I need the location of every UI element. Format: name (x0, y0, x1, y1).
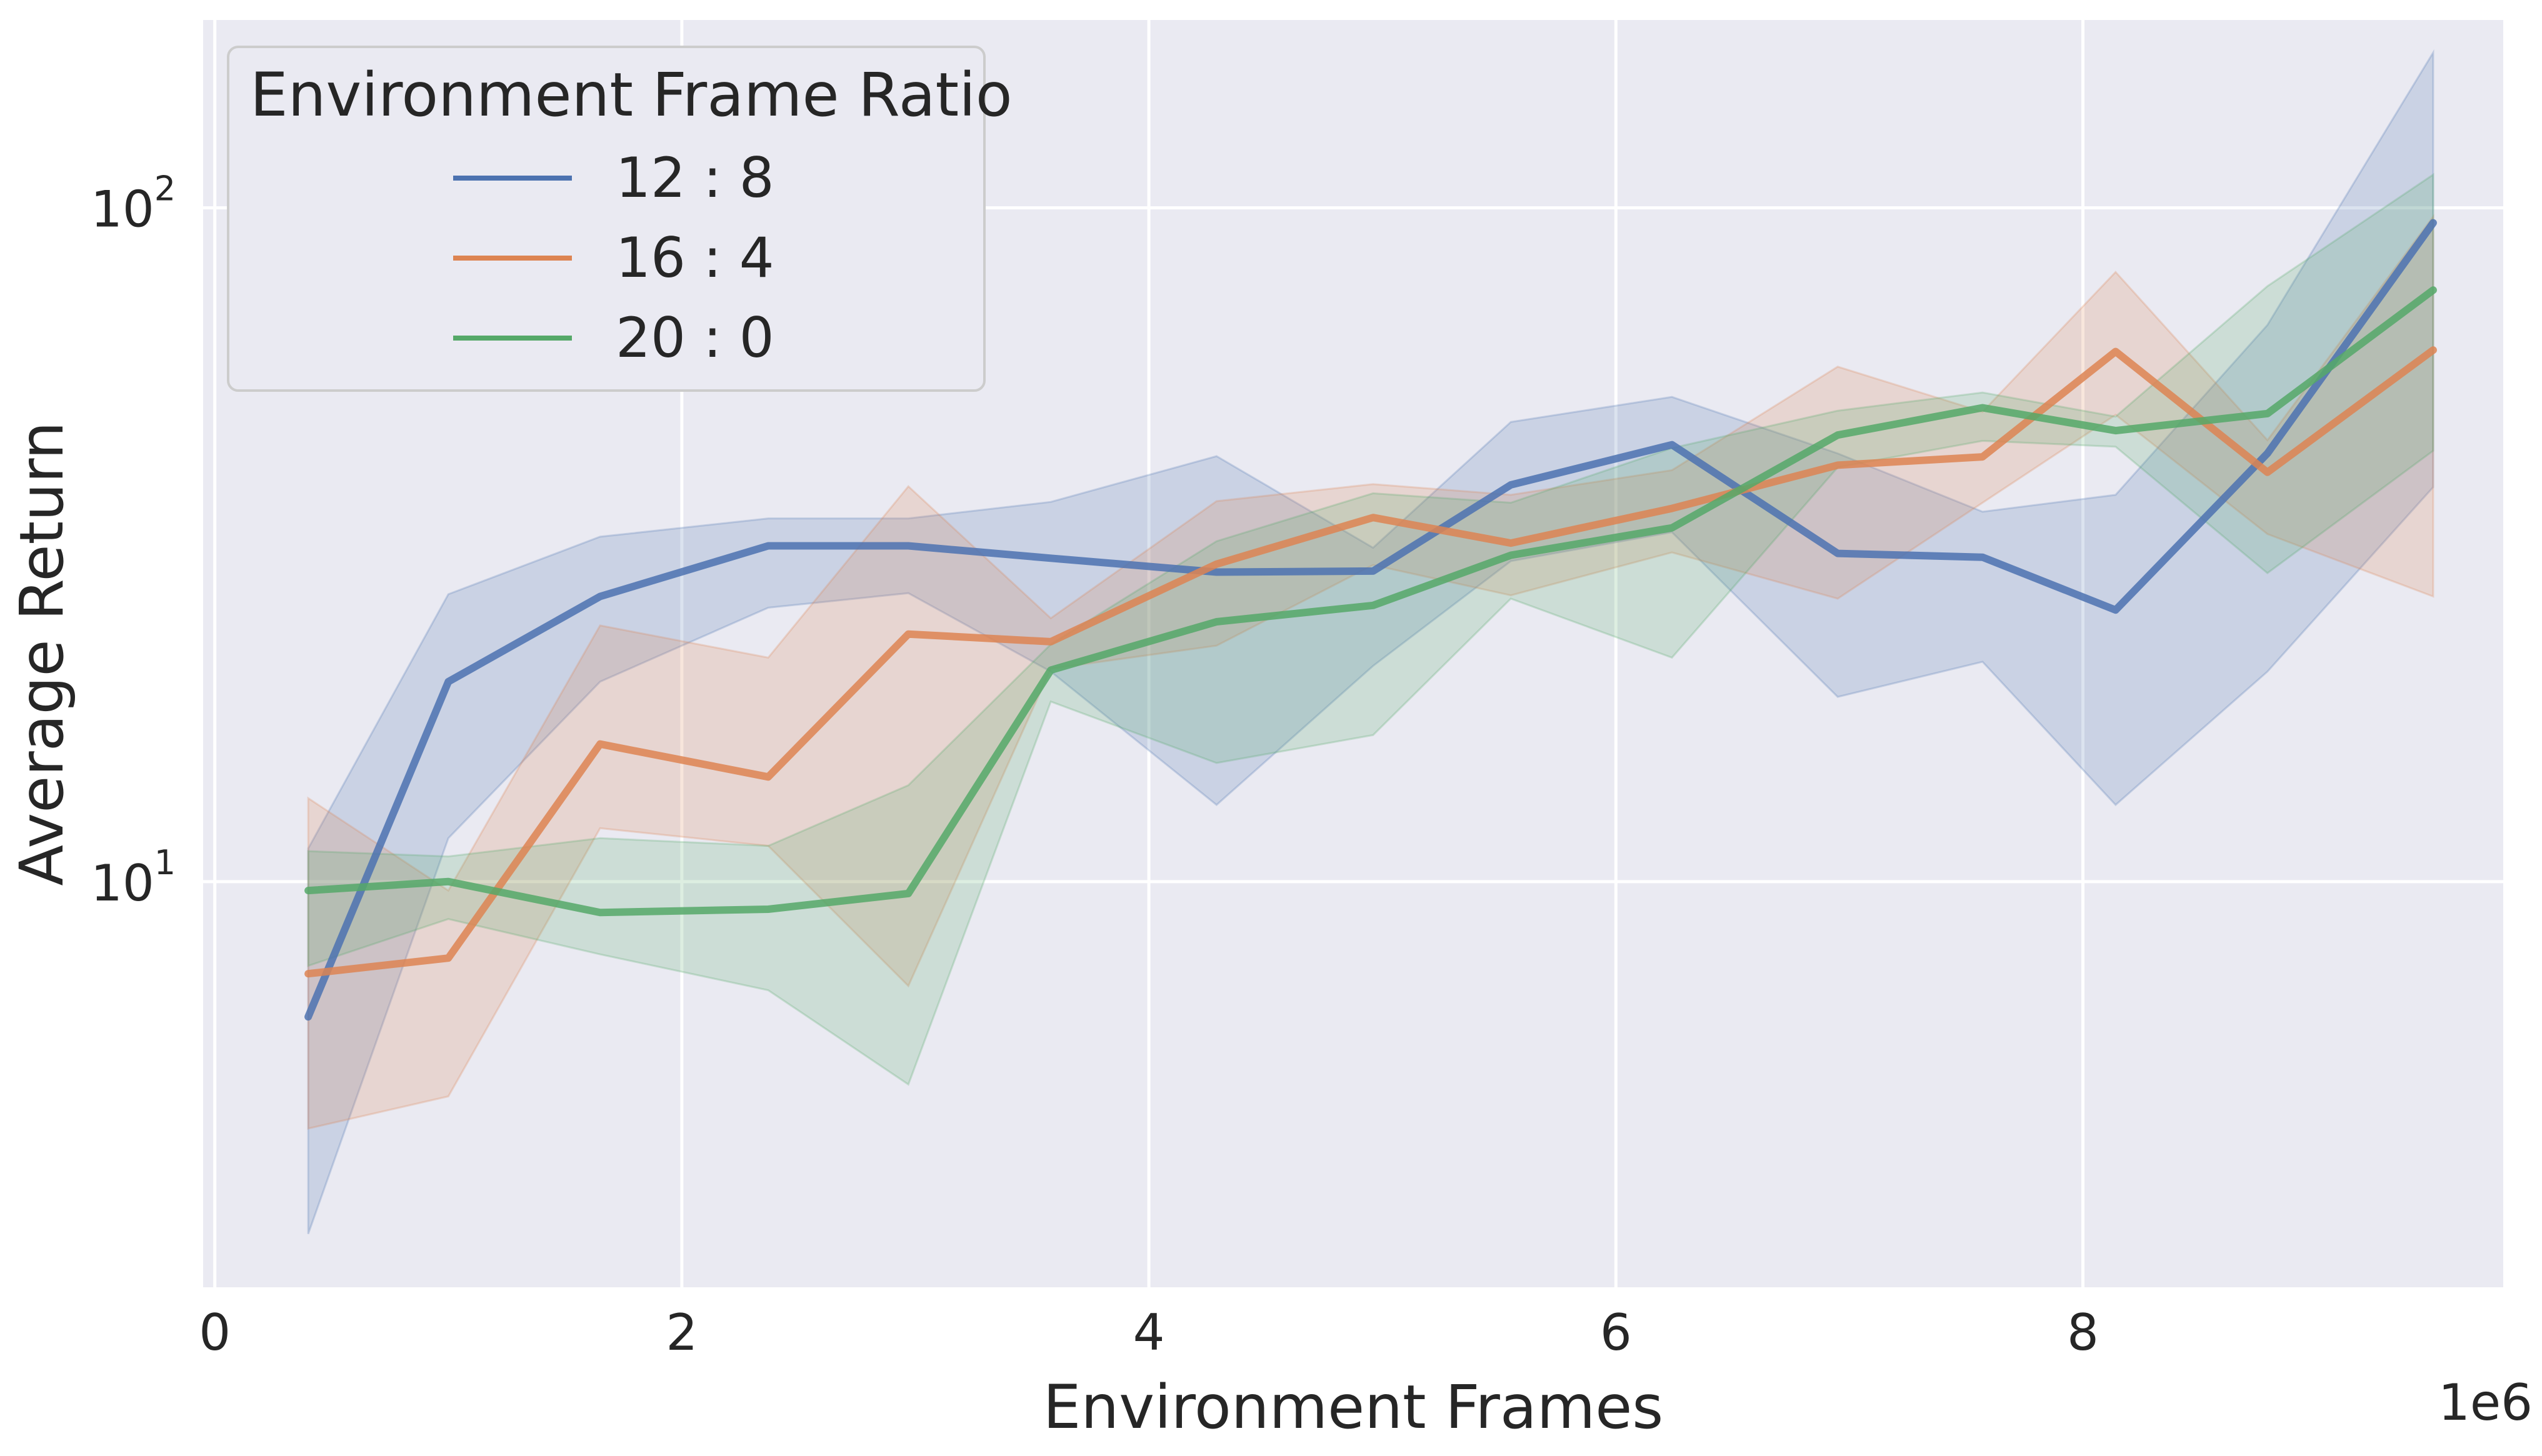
y-axis-label: Average Return (7, 421, 77, 885)
x-tick-labels: 0 2 4 6 8 (199, 1304, 2099, 1362)
x-tick-label-4: 8 (2067, 1304, 2099, 1362)
series-band-0 (307, 49, 2434, 1235)
y-tick-labels: 101 102 (91, 169, 176, 912)
x-axis-label: Environment Frames (1043, 1372, 1664, 1442)
legend-title: Environment Frame Ratio (250, 60, 1013, 130)
legend-box (227, 46, 986, 392)
x-tick-label-1: 2 (666, 1304, 698, 1362)
x-axis-offset-label: 1e6 (2438, 1374, 2533, 1432)
legend: Environment Frame Ratio 12 : 8 16 : 4 20 :… (227, 46, 1013, 392)
legend-label-2: 20 : 0 (616, 306, 774, 370)
x-tick-label-2: 4 (1133, 1304, 1165, 1362)
x-tick-label-3: 6 (1600, 1304, 1632, 1362)
legend-label-1: 16 : 4 (616, 226, 774, 290)
x-tick-label-0: 0 (199, 1304, 231, 1362)
series-line-0 (304, 219, 2437, 1021)
y-tick-label-0: 101 (91, 843, 176, 912)
y-tick-label-1: 102 (91, 169, 176, 239)
legend-items: 12 : 8 16 : 4 20 : 0 (453, 146, 774, 370)
series-lines (304, 219, 2437, 1021)
series-line-1 (304, 346, 2437, 978)
legend-label-0: 12 : 8 (616, 146, 774, 210)
series-line-2 (304, 286, 2437, 917)
